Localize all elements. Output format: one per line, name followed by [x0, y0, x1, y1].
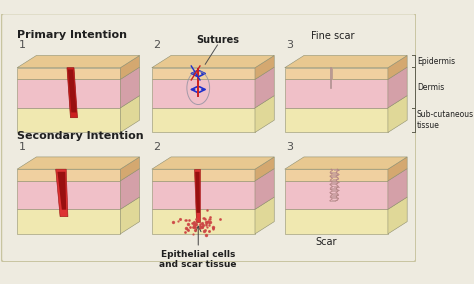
Polygon shape	[152, 169, 255, 181]
Polygon shape	[17, 169, 120, 181]
Polygon shape	[285, 169, 388, 181]
Text: 2: 2	[154, 40, 161, 50]
Polygon shape	[120, 55, 139, 80]
Text: 3: 3	[286, 40, 293, 50]
Polygon shape	[120, 169, 139, 209]
Polygon shape	[152, 108, 255, 132]
Polygon shape	[388, 55, 407, 80]
Polygon shape	[120, 67, 139, 108]
Text: 3: 3	[286, 142, 293, 152]
Polygon shape	[17, 80, 120, 108]
Polygon shape	[285, 209, 388, 234]
Polygon shape	[285, 55, 407, 68]
Polygon shape	[388, 157, 407, 181]
Polygon shape	[388, 197, 407, 234]
Text: Epidermis: Epidermis	[417, 57, 455, 66]
Polygon shape	[255, 197, 274, 234]
Polygon shape	[285, 80, 388, 108]
Polygon shape	[67, 68, 77, 118]
Text: Sub-cutaneous
tissue: Sub-cutaneous tissue	[417, 110, 474, 130]
Polygon shape	[194, 169, 200, 222]
Text: Primary Intention: Primary Intention	[17, 30, 127, 40]
Polygon shape	[255, 96, 274, 132]
Polygon shape	[152, 157, 274, 169]
Polygon shape	[255, 55, 274, 80]
Text: Dermis: Dermis	[417, 83, 444, 92]
Polygon shape	[17, 68, 120, 80]
Polygon shape	[68, 70, 77, 112]
Polygon shape	[17, 108, 120, 132]
Polygon shape	[388, 169, 407, 209]
Polygon shape	[17, 181, 120, 209]
Text: Fine scar: Fine scar	[311, 32, 355, 41]
Text: 1: 1	[19, 142, 26, 152]
Text: Sutures: Sutures	[196, 35, 239, 45]
Polygon shape	[57, 172, 66, 210]
Text: 2: 2	[154, 142, 161, 152]
Polygon shape	[17, 157, 139, 169]
Text: 1: 1	[19, 40, 26, 50]
FancyBboxPatch shape	[1, 14, 416, 262]
Polygon shape	[120, 157, 139, 181]
Polygon shape	[152, 209, 255, 234]
Polygon shape	[255, 157, 274, 181]
Polygon shape	[255, 169, 274, 209]
Polygon shape	[255, 67, 274, 108]
Polygon shape	[120, 197, 139, 234]
Polygon shape	[152, 68, 255, 80]
Polygon shape	[285, 108, 388, 132]
Text: Epithelial cells
and scar tissue: Epithelial cells and scar tissue	[159, 250, 237, 269]
Polygon shape	[17, 55, 139, 68]
Polygon shape	[388, 96, 407, 132]
Polygon shape	[285, 157, 407, 169]
Polygon shape	[120, 96, 139, 132]
Polygon shape	[152, 181, 255, 209]
Polygon shape	[152, 80, 255, 108]
Polygon shape	[195, 172, 200, 213]
Text: Scar: Scar	[315, 237, 337, 247]
Polygon shape	[152, 55, 274, 68]
Polygon shape	[56, 169, 68, 217]
Polygon shape	[285, 181, 388, 209]
Text: Secondary Intention: Secondary Intention	[17, 131, 144, 141]
Polygon shape	[285, 68, 388, 80]
Polygon shape	[388, 67, 407, 108]
Polygon shape	[17, 209, 120, 234]
